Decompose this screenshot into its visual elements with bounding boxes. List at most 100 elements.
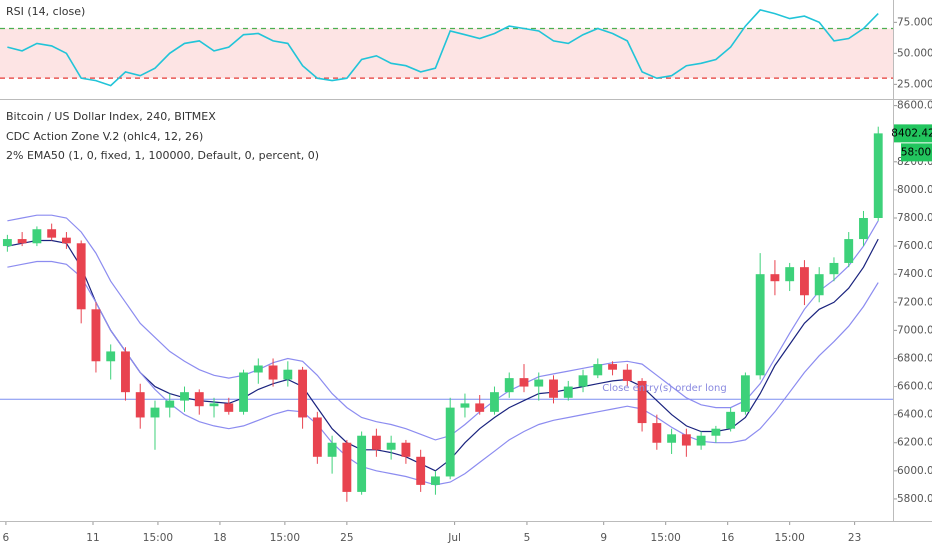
candle-body xyxy=(239,372,248,412)
candle-body xyxy=(740,375,750,412)
x-tick-label: 15:00 xyxy=(143,532,173,544)
candle-body xyxy=(622,369,632,381)
x-tick-label: 25 xyxy=(340,532,353,544)
y-tick-label: 75.0000 xyxy=(897,16,932,28)
candle-body xyxy=(770,274,780,282)
candle-body xyxy=(135,392,145,418)
y-tick-label: 6200.000 xyxy=(897,437,932,449)
candle-body xyxy=(563,386,573,398)
x-tick-label: 5 xyxy=(524,532,531,544)
y-tick-label: 8000.000 xyxy=(897,184,932,196)
candle-body xyxy=(755,274,765,376)
annotation: Close entry(s) order long xyxy=(602,383,726,394)
indicator-line xyxy=(7,238,879,472)
candle-body xyxy=(859,217,868,240)
x-tick-label: 6 xyxy=(3,532,10,544)
candle-body xyxy=(534,379,544,387)
candle-body xyxy=(357,435,367,492)
candle-body xyxy=(519,378,529,387)
candle-body xyxy=(475,403,485,412)
candle-body xyxy=(873,133,883,218)
candle-body xyxy=(47,229,57,238)
candle-body xyxy=(490,392,499,412)
indicator-label: CDC Action Zone V.2 (ohlc4, 12, 26) xyxy=(6,130,203,143)
candle-body xyxy=(814,274,824,296)
candle-body xyxy=(549,379,558,398)
x-tick-label: 15:00 xyxy=(651,532,681,544)
last-price-label: 8402.42 xyxy=(891,127,932,139)
candle-body xyxy=(667,434,677,443)
candle-body xyxy=(61,237,71,244)
candle-body xyxy=(696,435,706,446)
candle-body xyxy=(593,364,603,376)
candle-body xyxy=(637,380,647,424)
candle-body xyxy=(726,411,736,429)
candle-body xyxy=(829,262,839,275)
rsi-line xyxy=(7,9,879,87)
y-tick-label: 7600.000 xyxy=(897,240,932,252)
candle-body xyxy=(298,369,308,418)
candle-body xyxy=(312,417,322,457)
candle-body xyxy=(224,403,234,412)
countdown-label: 58:00 xyxy=(901,146,931,158)
y-tick-label: 6600.000 xyxy=(897,381,932,393)
candle-body xyxy=(800,267,809,296)
y-tick-label: 7200.000 xyxy=(897,296,932,308)
candle-body xyxy=(844,239,854,263)
candle-body xyxy=(17,239,27,244)
x-tick-label: 18 xyxy=(213,532,226,544)
candle-body xyxy=(194,392,204,407)
y-tick-label: 6800.000 xyxy=(897,352,932,364)
candle-body xyxy=(150,407,160,418)
x-tick-label: 16 xyxy=(721,532,735,544)
candle-body xyxy=(504,378,514,393)
candle-body xyxy=(121,351,130,393)
y-tick-label: 7800.000 xyxy=(897,212,932,224)
y-tick-label: 6000.000 xyxy=(897,465,932,477)
candle-body xyxy=(711,428,721,436)
candle-body xyxy=(431,476,440,485)
indicator-line xyxy=(7,214,879,441)
candle-body xyxy=(785,267,795,282)
y-tick-label: 6400.000 xyxy=(897,409,932,421)
candle-body xyxy=(76,243,86,310)
rsi-band xyxy=(0,28,893,79)
x-tick-label: 15:00 xyxy=(775,532,805,544)
y-tick-label: 25.0000 xyxy=(897,78,932,90)
rsi-title: RSI (14, close) xyxy=(6,5,85,18)
x-tick-label: 9 xyxy=(600,532,607,544)
y-tick-label: 5800.000 xyxy=(897,493,932,505)
candle-body xyxy=(460,403,470,408)
countdown-box xyxy=(901,143,932,162)
x-tick-label: Jul xyxy=(447,532,461,544)
x-tick-label: 11 xyxy=(86,532,99,544)
y-tick-label: 50.0000 xyxy=(897,47,932,59)
candle-body xyxy=(652,423,662,443)
candle-body xyxy=(165,400,175,408)
indicator-label: 2% EMA50 (1, 0, fixed, 1, 100000, Defaul… xyxy=(6,149,319,162)
candle-body xyxy=(32,229,42,244)
candle-body xyxy=(180,392,189,401)
candle-body xyxy=(416,456,426,485)
x-tick-label: 23 xyxy=(848,532,861,544)
y-tick-label: 7400.000 xyxy=(897,268,932,280)
plot-layer: Close entry(s) order long xyxy=(0,9,897,525)
candle-body xyxy=(445,407,455,477)
candle-body xyxy=(578,375,588,387)
candle-body xyxy=(209,403,219,407)
candle-body xyxy=(283,369,293,380)
indicator-line xyxy=(7,260,879,486)
chart-title: Bitcoin / US Dollar Index, 240, BITMEX xyxy=(6,110,216,123)
y-tick-label: 8600.000 xyxy=(897,100,932,112)
candle-body xyxy=(2,239,12,247)
candle-body xyxy=(386,442,396,450)
candle-body xyxy=(91,309,101,362)
candle-body xyxy=(401,442,411,457)
candle-body xyxy=(681,434,691,446)
candle-body xyxy=(268,365,278,380)
x-tick-label: 15:00 xyxy=(270,532,300,544)
candle-body xyxy=(253,365,263,373)
candle-body xyxy=(327,442,337,457)
candle-body xyxy=(608,364,617,370)
